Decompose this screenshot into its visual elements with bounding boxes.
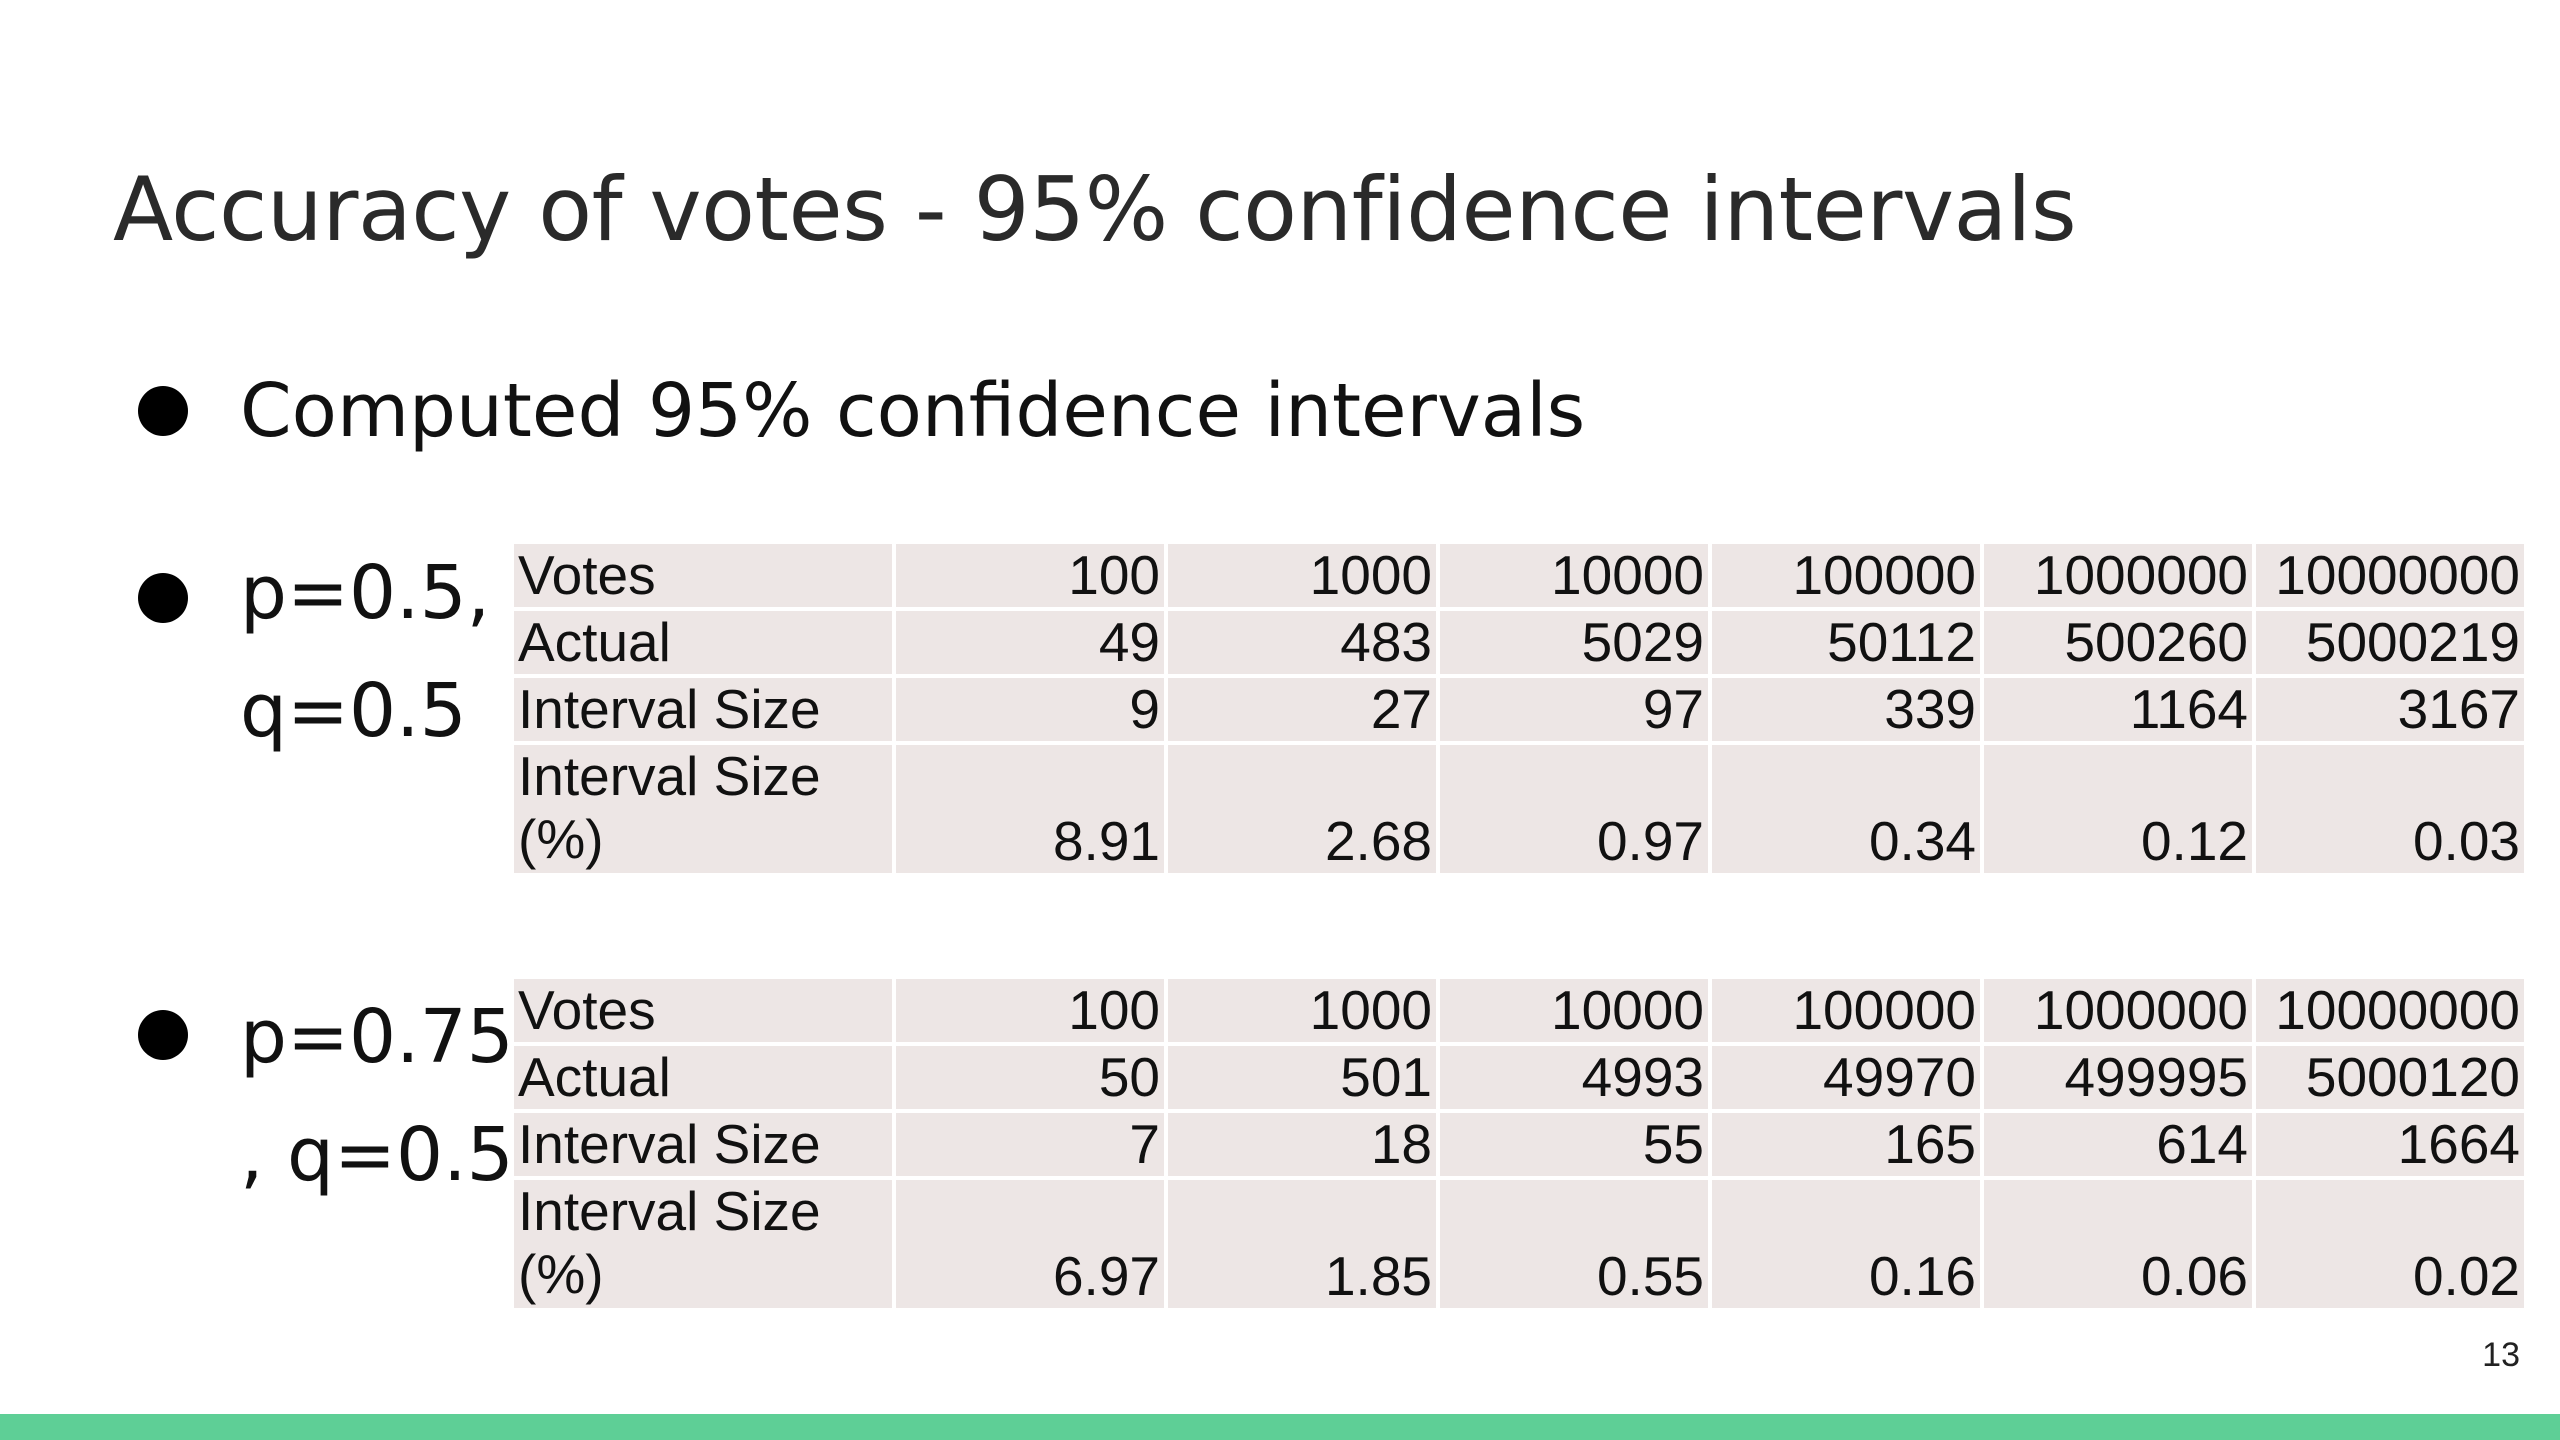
table-row-interval-size: Interval Size 9 27 97 339 1164 3167 (514, 678, 2524, 741)
row-label: Interval Size (514, 1113, 892, 1176)
table-row-interval-percent: Interval Size (%) 8.91 2.68 0.97 0.34 0.… (514, 745, 2524, 873)
table-cell: 0.02 (2256, 1180, 2524, 1308)
table-cell: 1000000 (1984, 544, 2252, 607)
table-cell: 0.34 (1712, 745, 1980, 873)
table-cell: 10000 (1440, 544, 1708, 607)
bullet-dot (138, 386, 188, 436)
table-cell: 100 (896, 544, 1164, 607)
confidence-table-p05: Votes 100 1000 10000 100000 1000000 1000… (510, 540, 2528, 877)
accent-bar (0, 1414, 2560, 1440)
row-label: Votes (514, 979, 892, 1042)
table-cell: 4993 (1440, 1046, 1708, 1109)
bullet-dot (138, 1010, 188, 1060)
table-row-interval-size: Interval Size 7 18 55 165 614 1664 (514, 1113, 2524, 1176)
table-cell: 499995 (1984, 1046, 2252, 1109)
table-cell: 614 (1984, 1113, 2252, 1176)
table-cell: 5000219 (2256, 611, 2524, 674)
table-cell: 1000 (1168, 979, 1436, 1042)
table-cell: 10000000 (2256, 979, 2524, 1042)
table-row-votes: Votes 100 1000 10000 100000 1000000 1000… (514, 979, 2524, 1042)
table-cell: 165 (1712, 1113, 1980, 1176)
table-cell: 10000 (1440, 979, 1708, 1042)
table-cell: 50112 (1712, 611, 1980, 674)
table-cell: 3167 (2256, 678, 2524, 741)
table-cell: 501 (1168, 1046, 1436, 1109)
table-row-actual: Actual 49 483 5029 50112 500260 5000219 (514, 611, 2524, 674)
table-cell: 49 (896, 611, 1164, 674)
table-cell: 97 (1440, 678, 1708, 741)
slide-title: Accuracy of votes - 95% confidence inter… (113, 158, 2077, 261)
row-label: Interval Size (%) (514, 745, 892, 873)
table-cell: 1664 (2256, 1113, 2524, 1176)
table-cell: 483 (1168, 611, 1436, 674)
row-label: Votes (514, 544, 892, 607)
table-cell: 1.85 (1168, 1180, 1436, 1308)
bullet-computed-intervals: Computed 95% confidence intervals (240, 368, 1586, 454)
table-row-interval-percent: Interval Size (%) 6.97 1.85 0.55 0.16 0.… (514, 1180, 2524, 1308)
table-cell: 1000 (1168, 544, 1436, 607)
table-cell: 10000000 (2256, 544, 2524, 607)
table-cell: 7 (896, 1113, 1164, 1176)
table-cell: 0.12 (1984, 745, 2252, 873)
table-cell: 100 (896, 979, 1164, 1042)
table-cell: 18 (1168, 1113, 1436, 1176)
table-cell: 5029 (1440, 611, 1708, 674)
table-cell: 500260 (1984, 611, 2252, 674)
table-cell: 2.68 (1168, 745, 1436, 873)
row-label: Interval Size (%) (514, 1180, 892, 1308)
row-label: Interval Size (514, 678, 892, 741)
bullet-dot (138, 573, 188, 623)
table-cell: 0.06 (1984, 1180, 2252, 1308)
table-cell: 0.16 (1712, 1180, 1980, 1308)
row-label: Actual (514, 1046, 892, 1109)
table-cell: 100000 (1712, 544, 1980, 607)
table-cell: 50 (896, 1046, 1164, 1109)
table-cell: 0.03 (2256, 745, 2524, 873)
table-cell: 1000000 (1984, 979, 2252, 1042)
table-cell: 5000120 (2256, 1046, 2524, 1109)
table-cell: 55 (1440, 1113, 1708, 1176)
table-cell: 1164 (1984, 678, 2252, 741)
page-number: 13 (2482, 1336, 2520, 1374)
table-cell: 0.97 (1440, 745, 1708, 873)
table-cell: 100000 (1712, 979, 1980, 1042)
table-cell: 0.55 (1440, 1180, 1708, 1308)
table-cell: 9 (896, 678, 1164, 741)
table-cell: 6.97 (896, 1180, 1164, 1308)
confidence-table-p075: Votes 100 1000 10000 100000 1000000 1000… (510, 975, 2528, 1312)
bullet-p05-q05: p=0.5, q=0.5 (240, 550, 491, 754)
table-cell: 49970 (1712, 1046, 1980, 1109)
table-cell: 27 (1168, 678, 1436, 741)
table-row-actual: Actual 50 501 4993 49970 499995 5000120 (514, 1046, 2524, 1109)
row-label: Actual (514, 611, 892, 674)
table-cell: 8.91 (896, 745, 1164, 873)
table-row-votes: Votes 100 1000 10000 100000 1000000 1000… (514, 544, 2524, 607)
bullet-p075-q05: p=0.75 , q=0.5 (240, 994, 514, 1198)
table-cell: 339 (1712, 678, 1980, 741)
